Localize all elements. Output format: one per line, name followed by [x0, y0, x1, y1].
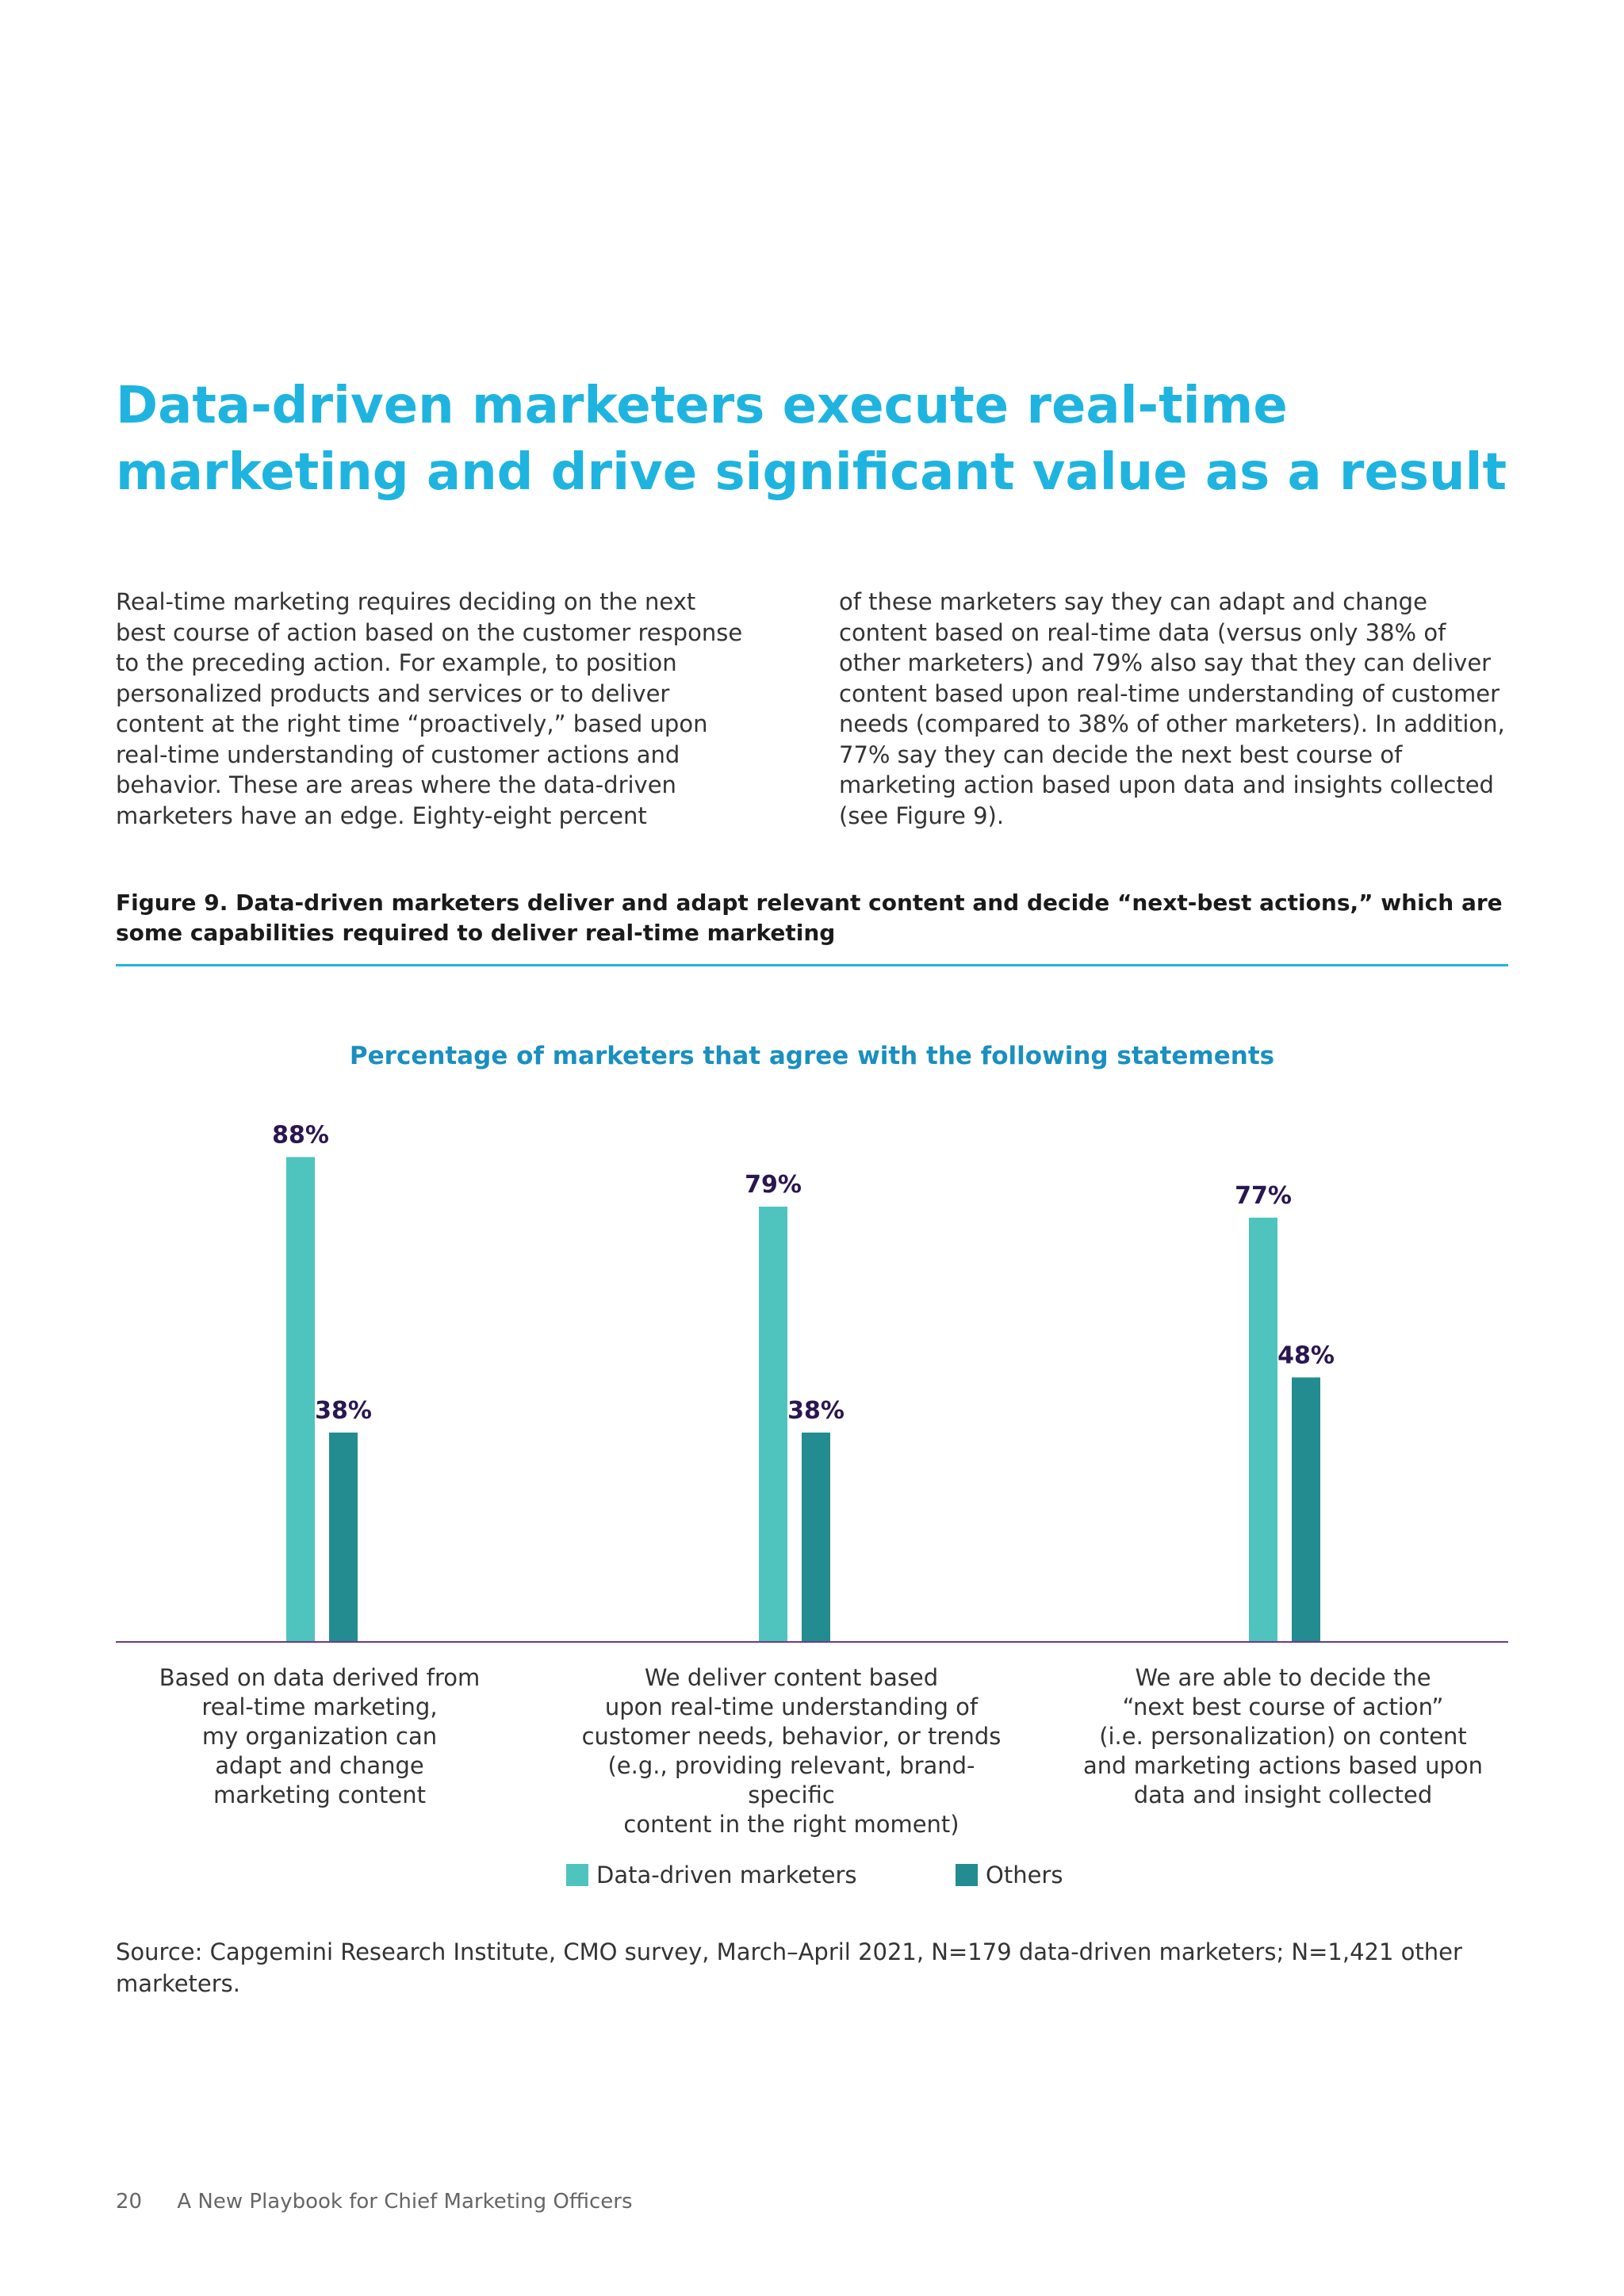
figure-title-rule — [116, 964, 1508, 966]
page-headline: Data-driven marketers execute real-time … — [116, 377, 1507, 502]
value-label-data-driven-1: 88% — [272, 1121, 329, 1149]
bar-others-1 — [329, 1432, 358, 1642]
figure-title: Figure 9. Data-driven marketers deliver … — [116, 890, 1503, 946]
bar-group: 88% 38% 79% 38% 77% 48% — [272, 1121, 1335, 1642]
category-label-1: Based on data derived from real-time mar… — [159, 1664, 481, 1808]
bar-others-2 — [802, 1432, 830, 1642]
bar-data-driven-1 — [286, 1157, 315, 1642]
body-text-right: of these marketers say they can adapt an… — [839, 588, 1505, 829]
chart-title: Percentage of marketers that agree with … — [350, 1042, 1274, 1070]
value-label-data-driven-2: 79% — [745, 1171, 802, 1199]
legend-item-others: Others — [956, 1862, 1063, 1888]
legend-item-data-driven: Data-driven marketers — [566, 1862, 857, 1888]
source-note: Source: Capgemini Research Institute, CM… — [116, 1938, 1462, 1997]
page-number: 20 — [116, 2190, 143, 2214]
value-label-others-2: 38% — [787, 1397, 845, 1425]
page-footer: 20 A New Playbook for Chief Marketing Of… — [116, 2190, 633, 2214]
category-label-3: We are able to decide the “next best cou… — [1082, 1664, 1484, 1808]
bar-data-driven-3 — [1249, 1217, 1277, 1642]
category-label-2: We deliver content based upon real-time … — [581, 1664, 1002, 1838]
legend-swatch-others — [956, 1864, 978, 1886]
value-label-others-3: 48% — [1277, 1341, 1335, 1369]
body-text-left: Real-time marketing requires deciding on… — [116, 588, 743, 829]
legend-label-others: Others — [986, 1862, 1063, 1888]
bar-data-driven-2 — [759, 1206, 787, 1642]
bar-chart: Percentage of marketers that agree with … — [116, 1042, 1508, 1643]
legend-label-data-driven: Data-driven marketers — [596, 1862, 857, 1888]
legend-swatch-data-driven — [566, 1864, 588, 1886]
bar-others-3 — [1292, 1377, 1320, 1642]
value-label-others-1: 38% — [315, 1397, 372, 1425]
publication-title: A New Playbook for Chief Marketing Offic… — [177, 2190, 633, 2214]
value-label-data-driven-3: 77% — [1235, 1182, 1292, 1210]
